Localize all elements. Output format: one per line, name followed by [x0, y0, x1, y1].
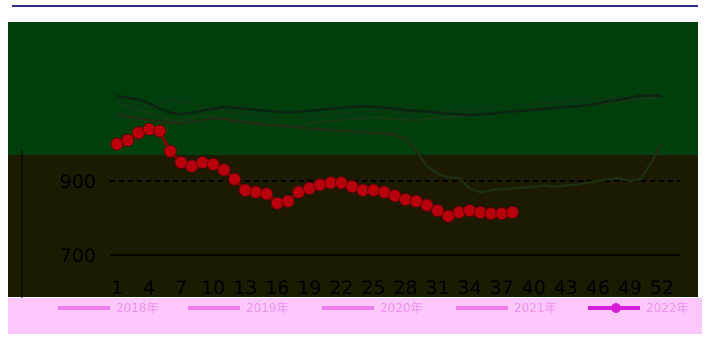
x-tick-label: 4: [143, 277, 155, 299]
series-point: [505, 205, 519, 219]
series-point: [131, 126, 145, 140]
legend-label: 2019年: [246, 301, 289, 315]
top-border: [12, 5, 698, 7]
series-point: [388, 189, 402, 203]
series-point: [110, 137, 124, 151]
y-tick-label: 700: [60, 245, 96, 267]
series-point: [292, 185, 306, 199]
x-tick-label: 43: [554, 277, 578, 299]
series-line-3: [116, 113, 664, 194]
series-point: [452, 205, 466, 219]
y-tick-label: 900: [60, 171, 96, 193]
series-point: [281, 194, 295, 208]
legend-label: 2022年: [646, 301, 689, 315]
grid-lines: [110, 180, 680, 256]
x-tick-label: 19: [297, 277, 321, 299]
series-point: [409, 194, 423, 208]
series-lines: [110, 93, 664, 223]
x-tick-label: 49: [618, 277, 642, 299]
series-point: [260, 187, 274, 201]
x-tick-label: 1: [111, 277, 123, 299]
legend-label: 2018年: [116, 301, 159, 315]
series-point: [463, 204, 477, 218]
series-point: [431, 204, 445, 218]
series-point: [313, 178, 327, 192]
series-point: [495, 207, 509, 221]
series-point: [249, 185, 263, 199]
series-point: [142, 122, 156, 136]
series-point: [334, 176, 348, 190]
x-tick-label: 34: [458, 277, 482, 299]
x-tick-label: 37: [490, 277, 514, 299]
series-line-1: [116, 94, 663, 120]
series-line-4: [116, 93, 663, 117]
x-tick-label: 25: [361, 277, 385, 299]
x-tick-label: 46: [586, 277, 610, 299]
series-point: [270, 196, 284, 210]
plot-area-lower-band: [8, 155, 698, 297]
series-point: [153, 124, 167, 138]
legend-band: [8, 298, 702, 334]
x-tick-label: 28: [393, 277, 417, 299]
x-tick-label: 52: [650, 277, 674, 299]
x-tick-label: 40: [522, 277, 546, 299]
y-tick-labels: 700 900: [60, 171, 96, 267]
legend-label: 2021年: [514, 301, 557, 315]
x-tick-label: 13: [233, 277, 257, 299]
x-tick-label: 7: [175, 277, 187, 299]
series-point: [441, 209, 455, 223]
series-point: [185, 159, 199, 173]
x-tick-label: 10: [201, 277, 225, 299]
series-point: [228, 172, 241, 186]
series-point: [473, 205, 487, 219]
series-point: [420, 198, 434, 212]
series-point: [367, 183, 380, 197]
series-point: [196, 156, 209, 169]
series-point: [399, 193, 412, 206]
legend: 2018年 2019年 2020年 2021年 2022年: [58, 301, 689, 315]
legend-marker: [611, 303, 621, 313]
series-point: [217, 163, 231, 177]
x-tick-label: 31: [425, 277, 449, 299]
legend-label: 2020年: [380, 301, 423, 315]
x-tick-labels: 1 4 7 10 13 16 19 22 25 28 31 34 37 40 43 46 49 52: [111, 277, 674, 299]
series-point: [345, 180, 359, 194]
series-point: [174, 156, 188, 169]
series-point: [206, 157, 220, 171]
x-tick-label: 22: [329, 277, 353, 299]
series-point: [121, 133, 135, 147]
series-point: [163, 144, 177, 158]
series-point: [238, 183, 252, 197]
x-tick-label: 16: [265, 277, 289, 299]
